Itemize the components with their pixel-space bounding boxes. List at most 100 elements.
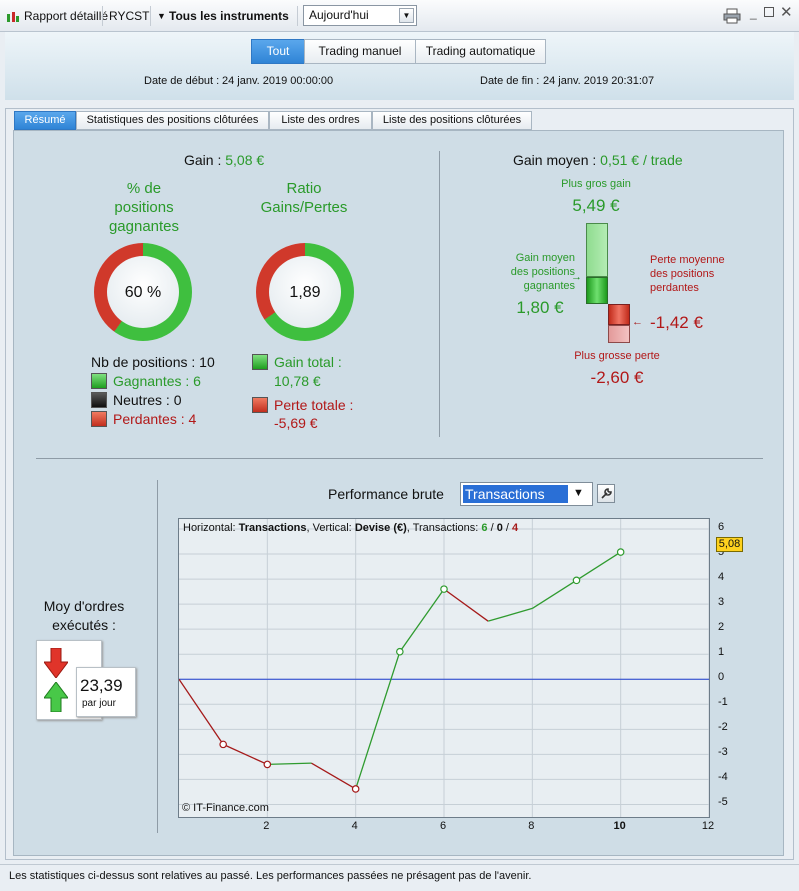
close-icon[interactable]: ✕ xyxy=(780,4,793,21)
avg-loss-bar xyxy=(608,304,630,325)
avg-win-label: Gain moyen des positions gagnantes xyxy=(510,252,575,292)
y-tick-label: 0 xyxy=(718,671,725,684)
chart-info-horizontal: Transactions xyxy=(238,522,307,534)
avg-win-value: 1,80 € xyxy=(516,298,564,317)
tab-closed-position-list[interactable]: Liste des positions clôturées xyxy=(372,111,532,130)
toolbar-divider xyxy=(102,6,103,26)
chart-info-vertical: Devise (€) xyxy=(354,522,407,534)
total-loss-value: -5,69 € xyxy=(274,415,318,431)
losing-count: Perdantes : 4 xyxy=(113,411,197,427)
data-point xyxy=(440,585,448,593)
tab-order-list[interactable]: Liste des ordres xyxy=(269,111,372,130)
start-date-label: Date de début : xyxy=(144,75,220,87)
chart-copyright: © IT-Finance.com xyxy=(182,802,269,814)
wrench-icon[interactable] xyxy=(597,484,615,503)
section-divider xyxy=(157,480,158,833)
total-loss-swatch xyxy=(252,397,268,413)
chart-info-neutral: 0 xyxy=(496,522,503,534)
y-tick-label: -4 xyxy=(718,771,728,784)
x-tick-label: 2 xyxy=(263,820,270,832)
chart-title: Performance brute xyxy=(328,486,444,502)
start-date-value: 24 janv. 2019 00:00:00 xyxy=(222,75,334,87)
x-tick-label: 12 xyxy=(701,820,715,832)
avg-loss-value: -1,42 € xyxy=(650,313,703,332)
data-point xyxy=(263,760,272,769)
max-loss-bar xyxy=(608,325,630,343)
section-divider xyxy=(36,458,763,459)
orders-unit: par jour xyxy=(82,698,116,709)
y-tick-label: 5 xyxy=(718,546,725,559)
chevron-down-icon[interactable]: ▼ xyxy=(399,8,414,23)
tab-closed-position-stats[interactable]: Statistiques des positions clôturées xyxy=(76,111,269,130)
chevron-down-icon[interactable]: ▼ xyxy=(157,11,166,21)
avg-gain-label: Gain moyen : xyxy=(513,152,597,168)
performance-chart-svg xyxy=(179,519,709,817)
ratio-center xyxy=(269,256,341,328)
avg-gain-summary: Gain moyen : 0,51 € / trade xyxy=(513,152,683,168)
maximize-icon[interactable] xyxy=(764,7,774,17)
losing-legend-swatch xyxy=(91,411,107,427)
tab-manual-trading[interactable]: Trading manuel xyxy=(304,39,416,64)
series-segment xyxy=(399,588,445,653)
instruments-dropdown[interactable]: Tous les instruments xyxy=(169,9,289,23)
tab-automatic-trading[interactable]: Trading automatique xyxy=(415,39,546,64)
y-tick-label: -5 xyxy=(718,796,728,809)
avg-gain-bar xyxy=(586,277,608,304)
report-button[interactable]: Rapport détaillé xyxy=(24,9,109,23)
y-tick-label: -3 xyxy=(718,746,728,759)
chart-info: Horizontal: Transactions, Vertical: Devi… xyxy=(183,522,519,534)
performance-chart: Horizontal: Transactions, Vertical: Devi… xyxy=(178,518,710,818)
max-gain-bar xyxy=(586,223,608,277)
chevron-down-icon[interactable]: ▼ xyxy=(573,487,584,499)
chart-info-tx: , Transactions: xyxy=(406,522,479,534)
x-tick-label: 8 xyxy=(528,820,535,832)
chart-info-mid: , Vertical: xyxy=(306,522,352,534)
avg-loss-label: Perte moyenne des positions perdantes xyxy=(650,254,725,294)
period-select[interactable]: Aujourd'hui ▼ xyxy=(303,5,417,26)
win-percent-gauge: 60 % xyxy=(94,243,192,341)
arrow-left-icon: ← xyxy=(632,316,643,328)
win-percent-value: 60 % xyxy=(124,284,162,301)
x-tick-label: 4 xyxy=(351,820,358,832)
chart-y-axis: 6 5 4 3 2 1 0 -1 -2 -3 -4 -5 xyxy=(712,518,752,818)
orders-title: Moy d'ordres exécutés : xyxy=(43,598,125,633)
series-segment xyxy=(222,743,268,766)
account-button[interactable]: RYCST xyxy=(109,9,150,23)
orders-value: 23,39 xyxy=(80,676,123,695)
total-gain-value: 10,78 € xyxy=(274,373,321,389)
series-segment xyxy=(179,678,224,745)
chart-mode-value: Transactions xyxy=(463,485,568,503)
total-gain-label: Gain total : xyxy=(274,354,342,370)
max-loss-value: -2,60 € xyxy=(590,368,644,387)
end-date-value: 24 janv. 2019 20:31:07 xyxy=(543,75,655,87)
y-tick-label: -2 xyxy=(718,721,728,734)
chart-info-win: 6 xyxy=(481,522,488,534)
win-percent-title: % de positions gagnantes xyxy=(108,180,180,235)
series-segment xyxy=(443,588,489,622)
tab-all[interactable]: Tout xyxy=(251,39,305,64)
y-tick-label: 3 xyxy=(718,596,725,609)
toolbar-divider xyxy=(150,6,151,26)
end-date-label: Date de fin : xyxy=(480,75,540,87)
minimize-icon[interactable]: _ xyxy=(750,6,757,20)
gain-summary: Gain : 5,08 € xyxy=(184,152,264,168)
winning-legend-swatch xyxy=(91,373,107,389)
series-segment xyxy=(267,762,312,766)
report-icon[interactable] xyxy=(6,10,20,22)
avg-gain-value: 0,51 € / trade xyxy=(600,152,683,168)
series-segment xyxy=(531,579,577,609)
chart-info-loss: 4 xyxy=(512,522,519,534)
series-segment xyxy=(355,651,401,790)
disclaimer: Les statistiques ci-dessus sont relative… xyxy=(0,864,799,891)
winning-count: Gagnantes : 6 xyxy=(113,373,201,389)
positions-count: Nb de positions : 10 xyxy=(91,354,215,370)
chart-mode-select[interactable]: Transactions ▼ xyxy=(460,482,593,506)
data-point xyxy=(219,740,227,749)
tab-summary[interactable]: Résumé xyxy=(14,111,76,130)
ratio-gauge: 1,89 xyxy=(256,243,354,341)
series-segment xyxy=(487,607,533,622)
data-point xyxy=(351,785,360,793)
period-select-value: Aujourd'hui xyxy=(309,8,369,22)
print-icon[interactable] xyxy=(723,8,741,24)
y-tick-label: 6 xyxy=(718,521,725,534)
